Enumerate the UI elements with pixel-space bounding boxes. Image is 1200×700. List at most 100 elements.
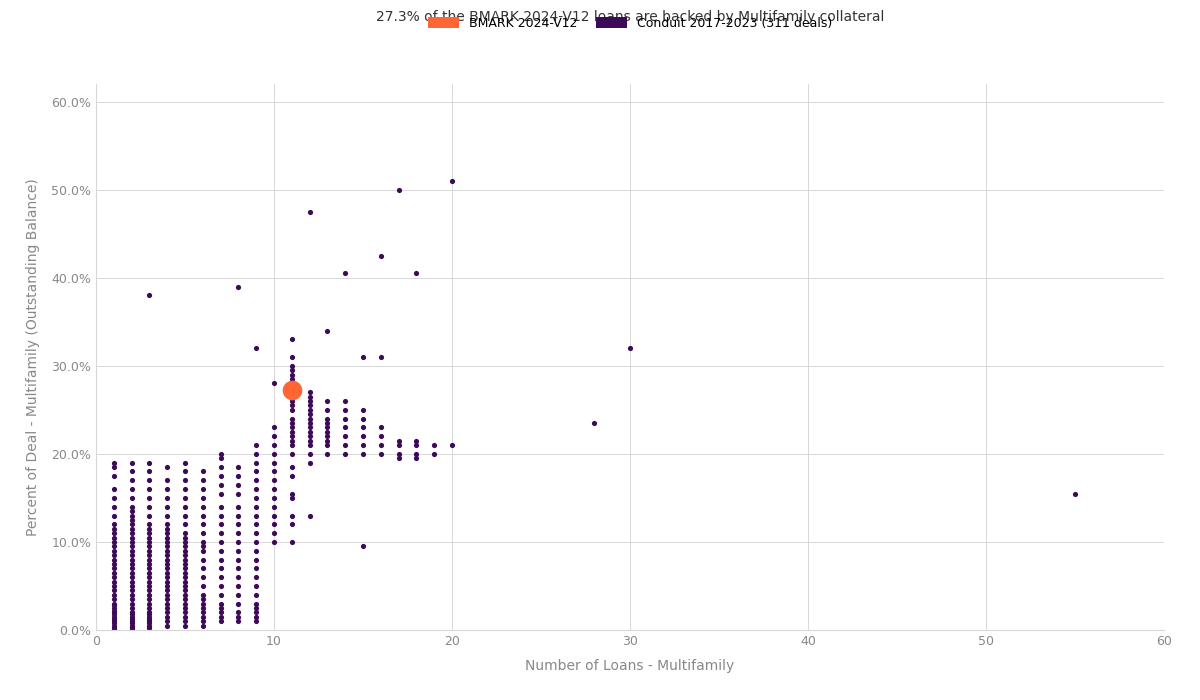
Point <box>175 611 194 622</box>
Point <box>104 563 124 574</box>
Point <box>211 488 230 499</box>
Point <box>282 365 301 376</box>
Point <box>175 607 194 618</box>
Point <box>229 589 248 601</box>
Point <box>175 550 194 561</box>
Point <box>104 492 124 503</box>
Point <box>354 540 373 552</box>
Point <box>282 448 301 459</box>
Point <box>122 523 142 534</box>
Point <box>407 453 426 464</box>
Point <box>104 470 124 482</box>
Point <box>122 589 142 601</box>
Point <box>157 567 176 578</box>
Point <box>140 510 158 521</box>
Point <box>282 426 301 438</box>
Point <box>229 572 248 583</box>
Point <box>104 615 124 626</box>
Point <box>247 501 266 512</box>
Point <box>104 540 124 552</box>
Point <box>229 607 248 618</box>
Point <box>122 584 142 596</box>
Point <box>122 492 142 503</box>
Point <box>354 440 373 451</box>
Point <box>104 457 124 468</box>
Point <box>157 580 176 592</box>
Point <box>104 620 124 631</box>
Point <box>140 617 158 629</box>
Point <box>300 426 319 438</box>
Point <box>157 559 176 570</box>
Point <box>140 563 158 574</box>
Point <box>318 440 337 451</box>
Point <box>122 457 142 468</box>
Point <box>264 475 283 486</box>
Point <box>157 475 176 486</box>
Point <box>247 603 266 614</box>
Point <box>193 545 212 557</box>
Point <box>211 598 230 609</box>
Point <box>211 615 230 626</box>
Point <box>229 528 248 539</box>
Point <box>122 615 142 626</box>
Point <box>247 611 266 622</box>
Point <box>211 501 230 512</box>
Point <box>336 448 355 459</box>
Point <box>175 567 194 578</box>
Point <box>282 360 301 372</box>
Point <box>122 536 142 547</box>
Point <box>193 572 212 583</box>
Point <box>211 580 230 592</box>
Point <box>104 536 124 547</box>
Point <box>247 607 266 618</box>
Point <box>175 589 194 601</box>
Point <box>104 461 124 472</box>
Point <box>389 184 408 195</box>
Point <box>175 545 194 557</box>
Point <box>175 501 194 512</box>
X-axis label: Number of Loans - Multifamily: Number of Loans - Multifamily <box>526 659 734 673</box>
Point <box>193 603 212 614</box>
Point <box>371 422 390 433</box>
Point <box>122 594 142 605</box>
Point <box>122 528 142 539</box>
Point <box>122 554 142 565</box>
Point <box>193 536 212 547</box>
Point <box>122 514 142 526</box>
Point <box>193 611 212 622</box>
Point <box>282 510 301 521</box>
Point <box>282 378 301 389</box>
Point <box>229 510 248 521</box>
Point <box>157 492 176 503</box>
Point <box>389 440 408 451</box>
Point <box>300 510 319 521</box>
Point <box>247 342 266 354</box>
Point <box>140 559 158 570</box>
Point <box>157 603 176 614</box>
Point <box>193 607 212 618</box>
Point <box>264 492 283 503</box>
Point <box>620 342 640 354</box>
Point <box>318 413 337 424</box>
Point <box>157 545 176 557</box>
Point <box>354 404 373 415</box>
Point <box>211 461 230 472</box>
Point <box>193 528 212 539</box>
Point <box>407 267 426 279</box>
Point <box>336 422 355 433</box>
Point <box>140 536 158 547</box>
Point <box>122 603 142 614</box>
Point <box>140 594 158 605</box>
Point <box>282 384 301 395</box>
Point <box>140 545 158 557</box>
Point <box>407 435 426 447</box>
Point <box>229 470 248 482</box>
Point <box>211 479 230 490</box>
Point <box>175 598 194 609</box>
Point <box>229 488 248 499</box>
Point <box>211 563 230 574</box>
Point <box>104 567 124 578</box>
Point <box>247 475 266 486</box>
Point <box>247 580 266 592</box>
Point <box>282 369 301 380</box>
